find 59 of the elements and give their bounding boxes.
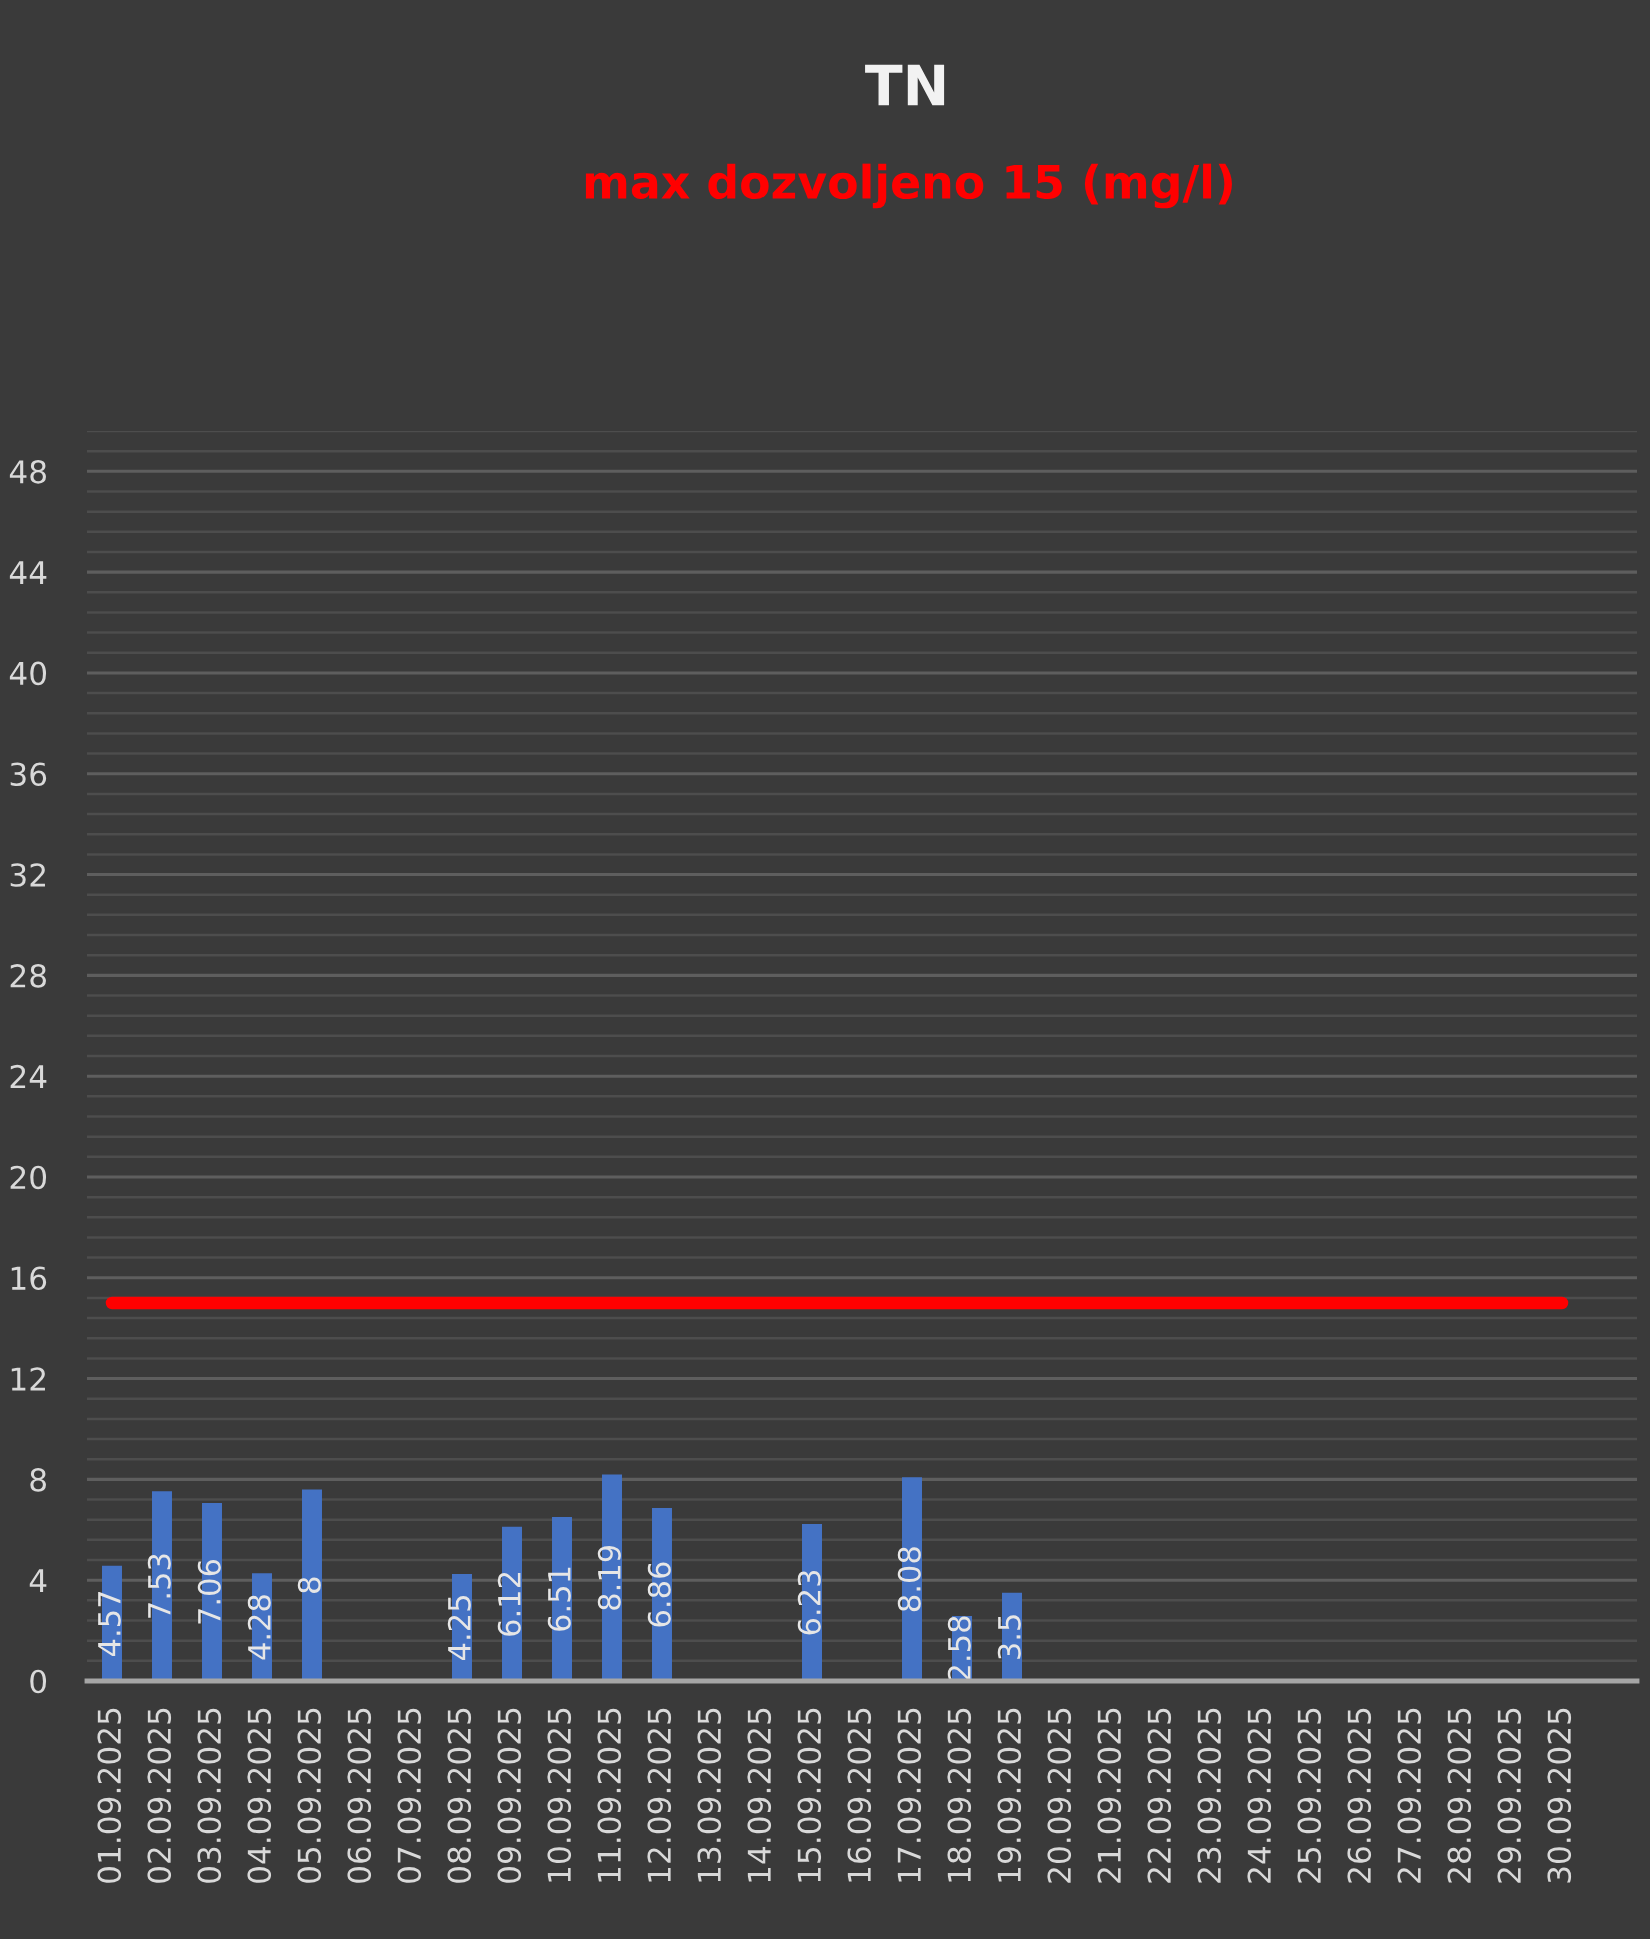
y-tick-label: 20: [10, 1165, 47, 1190]
x-tick-label: 06.09.2025: [347, 1708, 372, 1883]
data-label: 4.28: [247, 1595, 271, 1660]
x-tick-label: 04.09.2025: [247, 1708, 272, 1883]
x-tick-label: 15.09.2025: [797, 1708, 822, 1882]
x-tick-label: 17.09.2025: [897, 1708, 922, 1882]
data-label: 6.23: [797, 1570, 821, 1635]
x-tick-label: 22.09.2025: [1147, 1708, 1172, 1883]
data-label: 4.25: [447, 1596, 471, 1660]
y-tick-label: 32: [10, 863, 45, 887]
y-tick-label: 28: [10, 964, 46, 988]
y-tick-label: 48: [9, 460, 46, 484]
x-tick-label: 12.09.2025: [647, 1708, 672, 1882]
x-tick-label: 19.09.2025: [997, 1708, 1022, 1882]
data-label: 8.19: [597, 1545, 621, 1610]
x-tick-label: 13.09.2025: [697, 1708, 722, 1882]
x-tick-label: 05.09.2025: [297, 1708, 322, 1883]
y-tick-label: 40: [9, 661, 47, 686]
data-label: 6.51: [547, 1567, 571, 1631]
y-tick-label: 0: [30, 1669, 47, 1694]
chart-title: TN: [865, 64, 945, 106]
x-tick-label: 27.09.2025: [1397, 1708, 1422, 1883]
data-label: 8.08: [897, 1547, 921, 1612]
x-tick-label: 14.09.2025: [747, 1708, 772, 1882]
x-tick-label: 11.09.2025: [597, 1708, 622, 1882]
x-tick-label: 10.09.2025: [547, 1708, 572, 1882]
data-label: 7.53: [147, 1554, 171, 1618]
x-tick-label: 09.09.2025: [497, 1708, 522, 1883]
x-tick-label: 24.09.2025: [1247, 1708, 1272, 1883]
x-tick-label: 26.09.2025: [1347, 1708, 1372, 1883]
x-tick-label: 23.09.2025: [1197, 1708, 1222, 1883]
data-label: 6.86: [647, 1562, 671, 1627]
x-tick-label: 03.09.2025: [197, 1708, 222, 1883]
x-tick-label: 25.09.2025: [1297, 1708, 1322, 1883]
data-label: 8: [297, 1577, 321, 1593]
data-label: 3.5: [997, 1615, 1021, 1659]
x-tick-label: 28.09.2025: [1447, 1708, 1472, 1883]
x-tick-label: 20.09.2025: [1047, 1708, 1072, 1883]
data-label: 2.58: [947, 1616, 971, 1681]
x-tick-label: 30.09.2025: [1547, 1708, 1572, 1883]
x-tick-label: 21.09.2025: [1097, 1708, 1122, 1883]
data-label: 7.06: [197, 1559, 221, 1624]
chart-subtitle: max dozvoljeno 15 (mg/l): [585, 163, 1232, 209]
y-tick-label: 8: [30, 1468, 46, 1492]
y-tick-label: 4: [29, 1569, 47, 1593]
y-tick-label: 44: [9, 561, 47, 584]
x-tick-label: 01.09.2025: [97, 1708, 122, 1883]
data-label: 4.57: [98, 1592, 121, 1656]
x-tick-label: 29.09.2025: [1497, 1708, 1522, 1883]
x-tick-label: 16.09.2025: [847, 1708, 872, 1882]
y-tick-label: 16: [11, 1266, 47, 1291]
x-tick-label: 07.09.2025: [397, 1708, 422, 1883]
x-tick-label: 02.09.2025: [147, 1708, 172, 1883]
y-tick-label: 36: [10, 762, 47, 787]
x-tick-label: 08.09.2025: [447, 1708, 472, 1883]
x-tick-label: 18.09.2025: [947, 1708, 972, 1882]
data-label: 6.12: [497, 1572, 521, 1636]
y-tick-label: 12: [11, 1367, 45, 1391]
y-tick-label: 24: [10, 1064, 47, 1089]
